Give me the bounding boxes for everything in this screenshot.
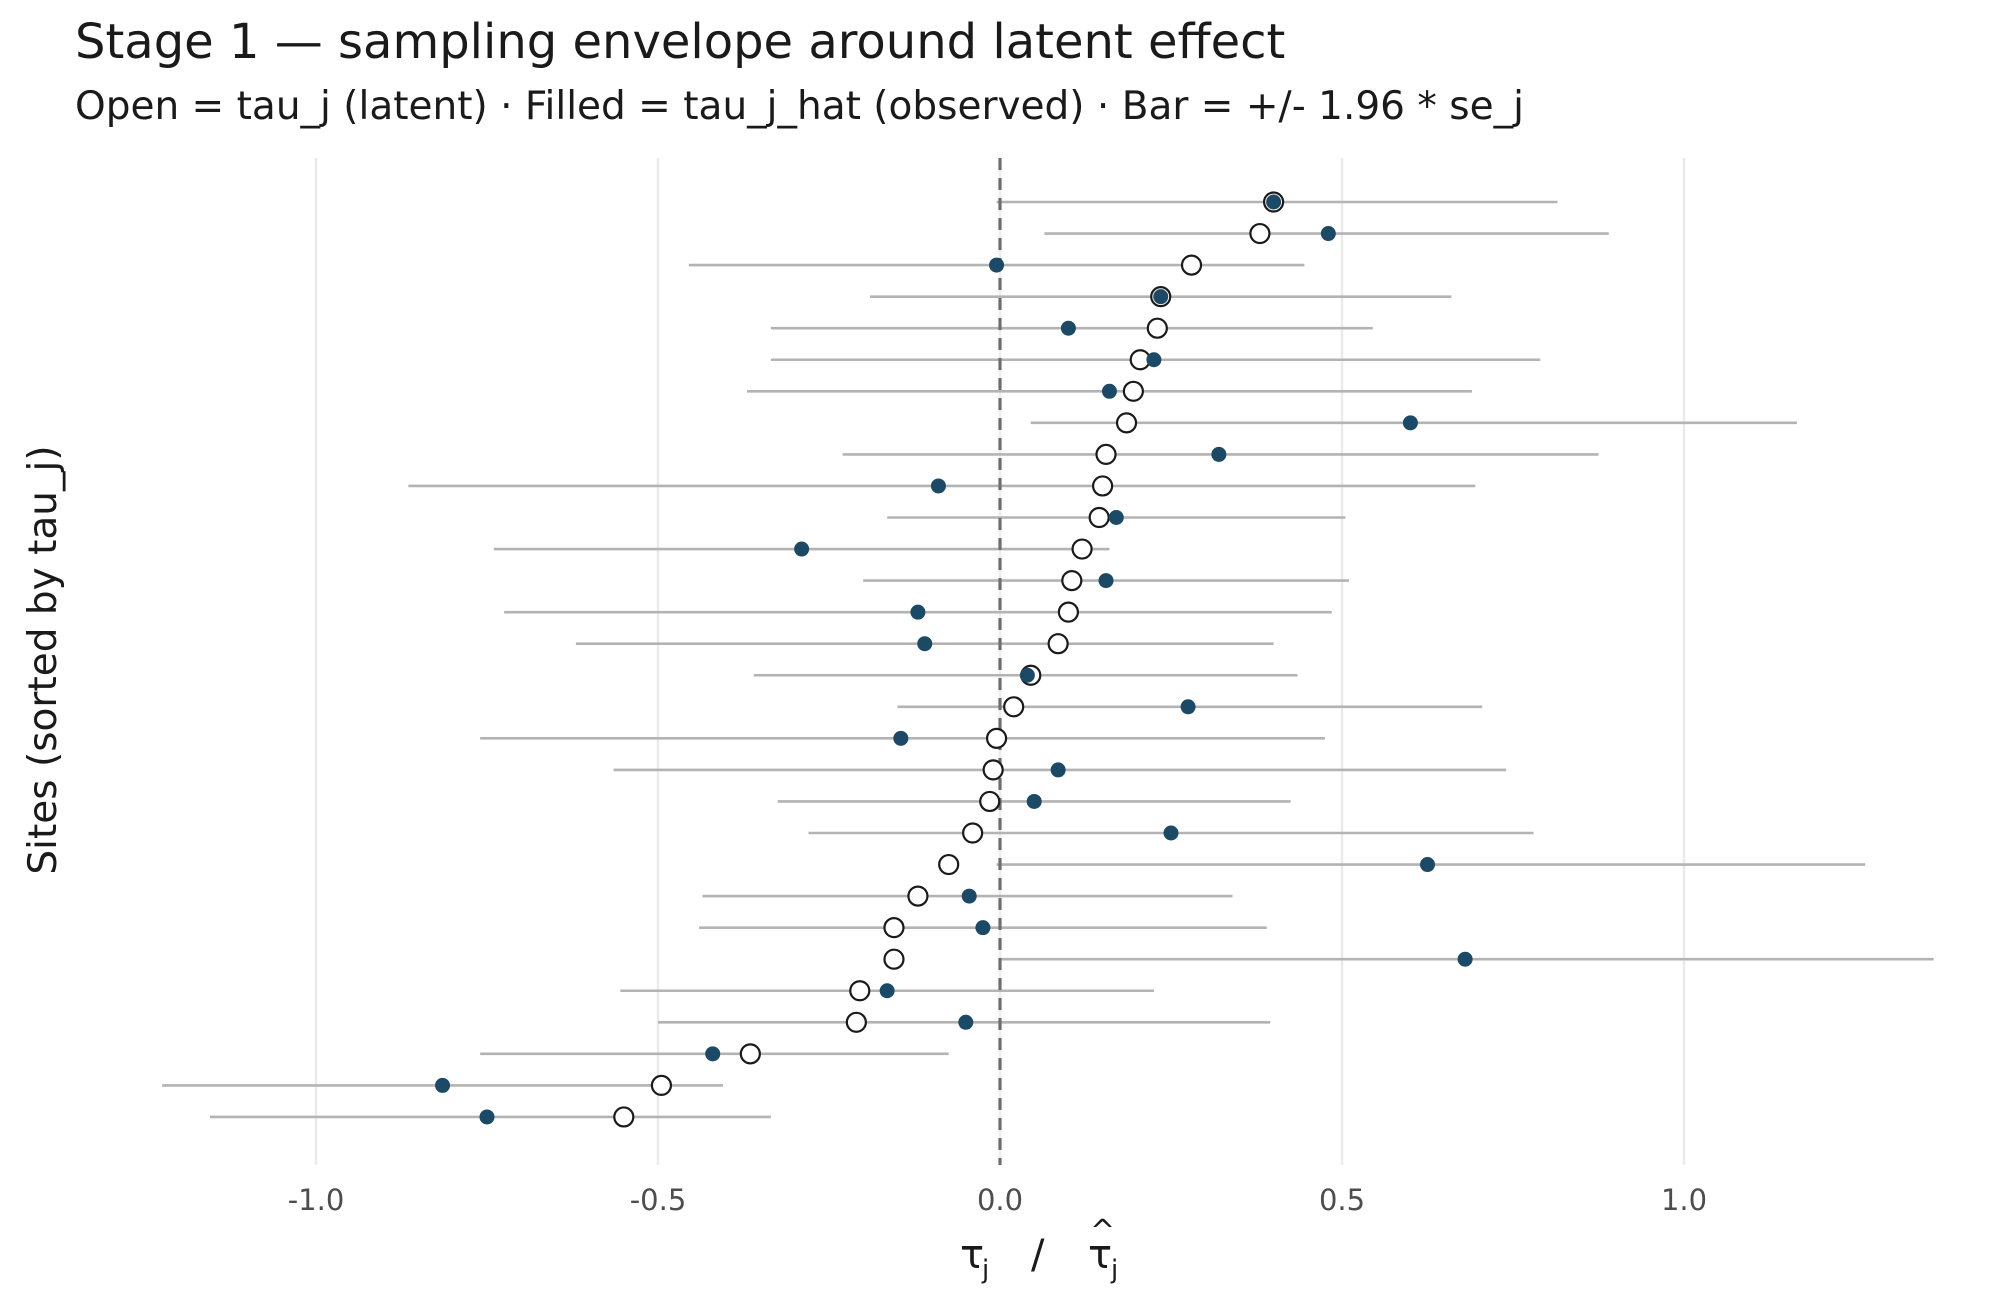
latent-point (1146, 317, 1168, 339)
observed-point (1402, 415, 1418, 431)
observed-point (1320, 226, 1336, 242)
observed-point (1266, 194, 1282, 210)
latent-point (650, 1074, 673, 1097)
latent-points (613, 191, 1285, 1128)
chart-subtitle: Open = tau_j (latent) · Filled = tau_j_h… (75, 84, 1524, 129)
observed-point (930, 478, 946, 494)
x-axis-title-tau-hat: τ (1088, 1232, 1112, 1278)
observed-point (1098, 573, 1114, 589)
observed-point (1026, 793, 1042, 809)
x-axis-title-tau: τ (960, 1232, 984, 1278)
observed-point (958, 1014, 974, 1030)
observed-point (917, 636, 933, 652)
latent-point (739, 1043, 761, 1065)
latent-point (1003, 696, 1025, 718)
x-axis-title: τ j / τ ^ j (960, 1214, 1118, 1285)
latent-point (1115, 412, 1138, 434)
observed-point (1420, 857, 1435, 873)
latent-point (1088, 506, 1110, 529)
x-axis-tick-labels: -1.0 -0.5 0.0 0.5 1.0 (288, 1183, 1707, 1217)
latent-point (907, 885, 929, 907)
observed-point (794, 541, 810, 557)
x-tick-label: -0.5 (630, 1183, 687, 1217)
x-tick-label: 1.0 (1661, 1183, 1707, 1217)
observed-point (1146, 352, 1162, 368)
x-tick-label: 0.5 (1319, 1183, 1365, 1217)
x-axis-title-slash: / (1031, 1232, 1045, 1278)
observed-point (989, 257, 1005, 273)
x-axis-title-hat: ^ (1090, 1214, 1115, 1249)
latent-point (962, 822, 984, 844)
latent-point (849, 980, 871, 1002)
observed-point (1060, 320, 1076, 336)
observed-point (910, 604, 926, 620)
y-axis-title: Sites (sorted by tau_j) (21, 445, 66, 874)
latent-point (1047, 633, 1069, 655)
latent-point (845, 1011, 867, 1033)
latent-point (985, 727, 1008, 749)
latent-point (982, 759, 1004, 781)
latent-point (1122, 380, 1144, 402)
observed-point (1163, 825, 1179, 841)
observed-point (975, 920, 991, 936)
latent-point (1095, 443, 1117, 465)
x-tick-label: 0.0 (977, 1183, 1023, 1217)
latent-point (1061, 569, 1083, 592)
latent-point (1249, 222, 1271, 245)
observed-point (1211, 446, 1227, 462)
observed-point (705, 1046, 721, 1062)
observed-point (1050, 762, 1066, 778)
latent-point (1091, 475, 1114, 497)
observed-point (893, 730, 909, 746)
observed-point (1457, 951, 1473, 967)
latent-point (613, 1106, 635, 1128)
x-axis-title-subscript-j: j (981, 1255, 989, 1285)
observed-points (435, 194, 1473, 1125)
latent-point (1180, 254, 1203, 276)
x-axis-title-subscript-j2: j (1110, 1255, 1118, 1285)
observed-point (1108, 510, 1124, 525)
observed-point (879, 983, 895, 999)
x-tick-label: -1.0 (288, 1183, 345, 1217)
latent-point (938, 853, 960, 876)
observed-point (435, 1077, 451, 1093)
latent-point (1057, 601, 1080, 623)
chart-title: Stage 1 — sampling envelope around laten… (75, 14, 1286, 70)
observed-point (961, 888, 977, 904)
observed-point (1101, 383, 1117, 399)
observed-point (1019, 667, 1035, 683)
observed-point (1153, 289, 1169, 305)
latent-point (979, 790, 1001, 813)
interval-bars (162, 200, 1934, 1119)
latent-point (883, 948, 905, 970)
observed-point (1180, 699, 1196, 715)
latent-point (1071, 538, 1093, 560)
latent-point (883, 917, 905, 939)
observed-point (479, 1109, 495, 1125)
